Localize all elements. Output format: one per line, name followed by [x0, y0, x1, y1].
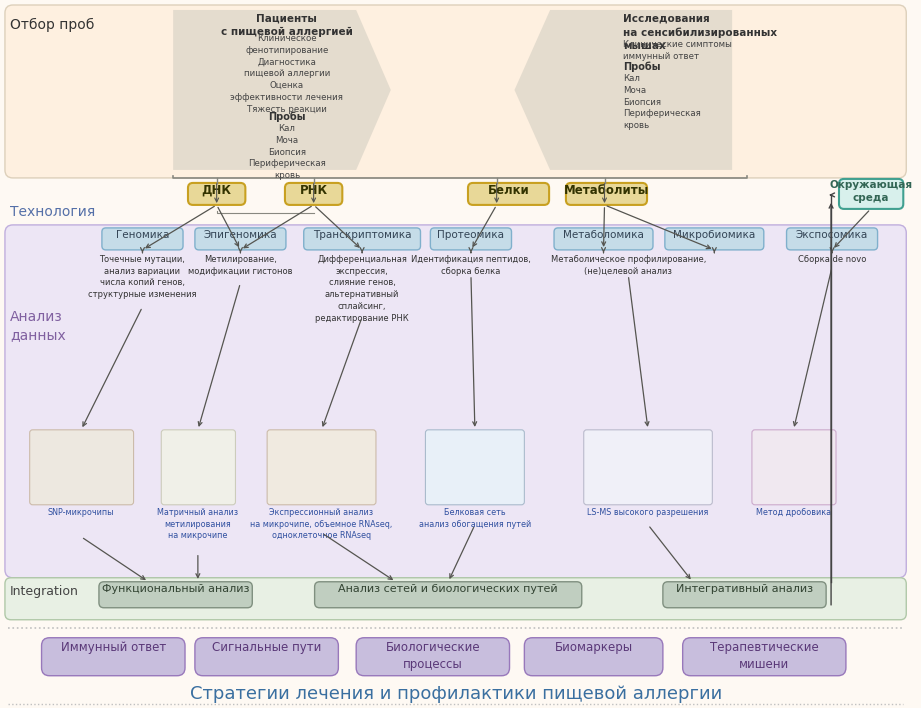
FancyBboxPatch shape — [5, 5, 906, 178]
Text: LS-MS высокого разрешения: LS-MS высокого разрешения — [588, 508, 709, 517]
FancyBboxPatch shape — [468, 183, 549, 205]
FancyBboxPatch shape — [5, 578, 906, 620]
Text: Отбор проб: Отбор проб — [10, 18, 94, 32]
Text: РНК: РНК — [299, 184, 328, 197]
Text: Окружающая
среда: Окружающая среда — [829, 180, 912, 203]
Text: ДНК: ДНК — [202, 184, 232, 197]
Text: Экспосомика: Экспосомика — [796, 230, 869, 240]
FancyBboxPatch shape — [188, 183, 245, 205]
Text: Биологические
процессы: Биологические процессы — [386, 641, 480, 670]
Text: Integration: Integration — [10, 585, 79, 598]
Text: Метилирование,
модификации гистонов: Метилирование, модификации гистонов — [188, 255, 293, 275]
FancyBboxPatch shape — [565, 183, 647, 205]
Text: Идентификация пептидов,
сборка белка: Идентификация пептидов, сборка белка — [411, 255, 530, 275]
Text: Биомаркеры: Биомаркеры — [554, 641, 633, 653]
FancyBboxPatch shape — [41, 638, 185, 675]
Text: Анализ
данных: Анализ данных — [10, 310, 65, 342]
Text: Белки: Белки — [487, 184, 530, 197]
Text: Стратегии лечения и профилактики пищевой аллергии: Стратегии лечения и профилактики пищевой… — [190, 685, 722, 703]
FancyBboxPatch shape — [195, 228, 286, 250]
Text: Эпигеномика: Эпигеномика — [204, 230, 277, 240]
Text: Терапевтические
мишени: Терапевтические мишени — [710, 641, 819, 670]
Text: Сигнальные пути: Сигнальные пути — [212, 641, 321, 653]
FancyBboxPatch shape — [161, 430, 236, 505]
Text: Геномика: Геномика — [116, 230, 169, 240]
Text: Матричный анализ
метилирования
на микрочипе: Матричный анализ метилирования на микроч… — [157, 508, 239, 540]
FancyBboxPatch shape — [267, 430, 376, 505]
Text: Метаболическое профилирование,
(не)целевой анализ: Метаболическое профилирование, (не)целев… — [551, 255, 705, 275]
Text: Экспрессионный анализ
на микрочипе, объемное RNAseq,
одноклеточное RNAseq: Экспрессионный анализ на микрочипе, объе… — [251, 508, 392, 540]
FancyBboxPatch shape — [665, 228, 764, 250]
Text: Пациенты
с пищевой аллергией: Пациенты с пищевой аллергией — [221, 14, 353, 38]
FancyBboxPatch shape — [554, 228, 653, 250]
FancyBboxPatch shape — [524, 638, 663, 675]
Polygon shape — [173, 10, 391, 170]
Text: Транскриптомика: Транскриптомика — [313, 230, 412, 240]
FancyBboxPatch shape — [102, 228, 183, 250]
Text: Пробы: Пробы — [268, 112, 306, 122]
Text: Метаболиты: Метаболиты — [564, 184, 649, 197]
Text: Метод дробовика: Метод дробовика — [756, 508, 831, 517]
FancyBboxPatch shape — [430, 228, 511, 250]
FancyBboxPatch shape — [663, 582, 826, 607]
Text: Сборка de novo: Сборка de novo — [798, 255, 867, 264]
FancyBboxPatch shape — [356, 638, 509, 675]
Text: Белковая сеть
анализ обогащения путей: Белковая сеть анализ обогащения путей — [419, 508, 531, 529]
FancyBboxPatch shape — [285, 183, 343, 205]
Text: Точечные мутации,
анализ вариации
числа копий генов,
структурные изменения: Точечные мутации, анализ вариации числа … — [88, 255, 197, 299]
FancyBboxPatch shape — [29, 430, 134, 505]
Text: Клинические симптомы
иммунный ответ: Клинические симптомы иммунный ответ — [624, 40, 732, 61]
Text: Кал
Моча
Биопсия
Периферическая
кровь: Кал Моча Биопсия Периферическая кровь — [248, 124, 326, 180]
Text: Клиническое
фенотипирование
Диагностика
пищевой аллергии
Оценка
эффективности ле: Клиническое фенотипирование Диагностика … — [230, 34, 344, 114]
Text: Кал
Моча
Биопсия
Периферическая
кровь: Кал Моча Биопсия Периферическая кровь — [624, 74, 701, 130]
FancyBboxPatch shape — [752, 430, 836, 505]
FancyBboxPatch shape — [426, 430, 524, 505]
Polygon shape — [515, 10, 732, 170]
Text: Функциональный анализ: Функциональный анализ — [102, 584, 250, 594]
Text: Микробиомика: Микробиомика — [673, 230, 755, 240]
FancyBboxPatch shape — [195, 638, 338, 675]
FancyBboxPatch shape — [839, 179, 904, 209]
Text: Протеомика: Протеомика — [437, 230, 505, 240]
FancyBboxPatch shape — [682, 638, 845, 675]
Text: Исследования
на сенсибилизированных
мышах: Исследования на сенсибилизированных мыша… — [624, 14, 777, 51]
FancyBboxPatch shape — [315, 582, 582, 607]
FancyBboxPatch shape — [787, 228, 878, 250]
Text: Интегративный анализ: Интегративный анализ — [676, 584, 813, 594]
FancyBboxPatch shape — [584, 430, 712, 505]
Text: SNP-микрочипы: SNP-микрочипы — [48, 508, 114, 517]
FancyBboxPatch shape — [5, 225, 906, 578]
Text: Анализ сетей и биологических путей: Анализ сетей и биологических путей — [338, 584, 558, 594]
Text: Иммунный ответ: Иммунный ответ — [61, 641, 166, 653]
Text: Метаболомика: Метаболомика — [563, 230, 644, 240]
FancyBboxPatch shape — [99, 582, 252, 607]
Text: Дифференциальная
экспрессия,
слияние генов,
альтернативный
сплайсинг,
редактиров: Дифференциальная экспрессия, слияние ген… — [315, 255, 409, 323]
Text: Пробы: Пробы — [624, 62, 660, 72]
Text: Технология: Технология — [10, 205, 95, 219]
FancyBboxPatch shape — [304, 228, 421, 250]
